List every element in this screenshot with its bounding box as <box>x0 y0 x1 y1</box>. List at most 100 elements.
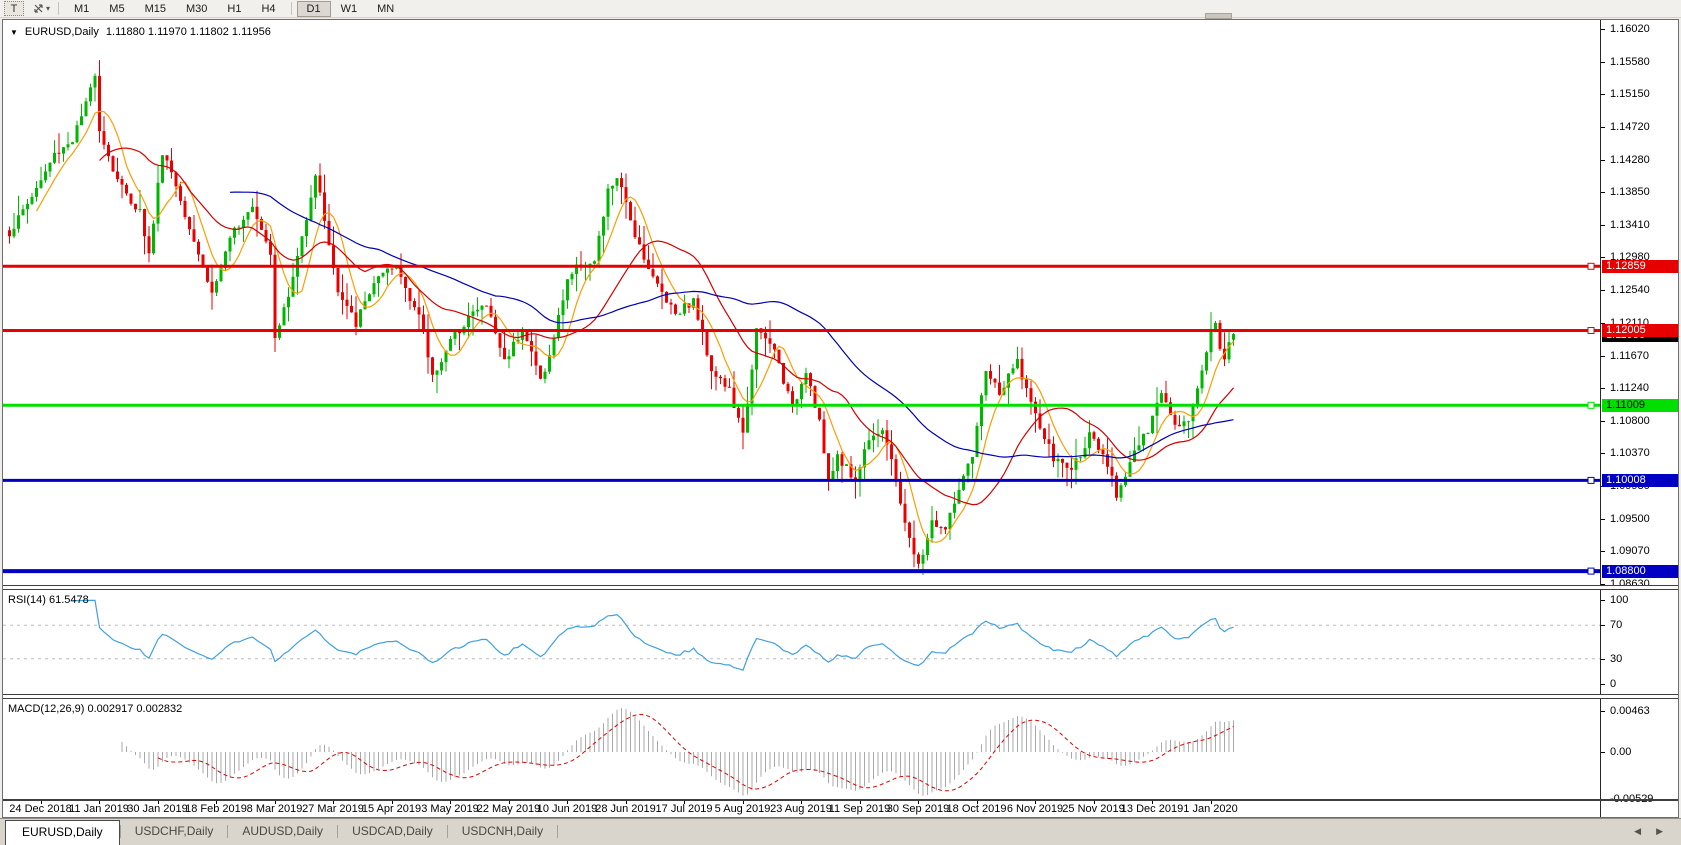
time-tick-mark <box>801 801 802 804</box>
price-tick-label: 1.13410 <box>1610 219 1650 231</box>
date-label: 30 Sep 2019 <box>886 803 950 815</box>
time-tick-mark <box>450 801 451 804</box>
tab-divider <box>119 825 121 838</box>
crosshair-tool-button[interactable]: ▾ <box>30 1 53 16</box>
price-level-tag: 1.08800 <box>1602 564 1678 578</box>
timeframe-d1[interactable]: D1 <box>296 0 331 17</box>
axis-tick-mark <box>1601 518 1605 520</box>
time-tick-mark <box>274 801 276 804</box>
time-tick-mark <box>625 801 627 804</box>
main-chart-panel: ▼ EURUSD,Daily 1.11880 1.11970 1.11802 1… <box>3 20 1600 585</box>
tab-scroll-right-icon[interactable]: ▶ <box>1656 826 1663 836</box>
axis-tick-mark <box>1601 62 1605 63</box>
axis-tick-mark <box>1601 159 1605 161</box>
chart-tab-usdcnh[interactable]: USDCNH,Daily <box>461 824 544 838</box>
time-tick-mark <box>1035 801 1036 804</box>
date-label: 11 Jan 2019 <box>69 803 129 815</box>
price-tick-label: 1.10800 <box>1610 414 1650 427</box>
timeframe-m1[interactable]: M1 <box>64 1 99 17</box>
date-label: 13 Dec 2019 <box>1120 803 1184 815</box>
time-axis-border <box>3 799 1678 801</box>
macd-tick-label: 0.00 <box>1610 746 1632 758</box>
price-tick-label: 1.15580 <box>1610 56 1650 68</box>
candlestick-chart[interactable] <box>3 20 1600 585</box>
up-candle-wicks <box>13 73 1234 575</box>
time-tick-mark <box>684 801 685 804</box>
price-level-tag: 1.12859 <box>1602 259 1678 273</box>
time-tick-mark <box>1210 801 1212 804</box>
time-axis[interactable]: 24 Dec 2018 11 Jan 2019 30 Jan 2019 18 Feb … <box>3 801 1600 817</box>
time-tick-mark <box>742 801 744 804</box>
chart-tab-eurusd[interactable]: EURUSD,Daily <box>5 820 120 845</box>
rsi-panel: RSI(14) 61.5478 <box>3 590 1600 694</box>
axis-tick-mark <box>1601 711 1605 712</box>
axis-tick-mark <box>1601 191 1605 193</box>
price-tick-label: 1.09500 <box>1610 512 1650 525</box>
level-drag-handle[interactable] <box>1587 327 1595 334</box>
text-tool-button[interactable]: T <box>4 1 24 16</box>
date-label: 10 Jun 2019 <box>536 803 598 815</box>
axis-tick-mark <box>1601 257 1605 259</box>
tab-divider <box>227 825 229 838</box>
date-label: 18 Feb 2019 <box>185 803 247 815</box>
axis-tick-mark <box>1601 29 1605 30</box>
date-label: 18 Oct 2019 <box>946 803 1007 815</box>
axis-tick-mark <box>1601 600 1605 601</box>
timeframe-mn[interactable]: MN <box>367 1 404 17</box>
price-tick-label: 1.16020 <box>1610 23 1650 35</box>
axis-tick-mark <box>1601 752 1605 753</box>
macd-panel: MACD(12,26,9) 0.002917 0.002832 <box>3 699 1600 799</box>
time-tick-mark <box>40 801 42 804</box>
price-axis[interactable]: 1.16020 1.15580 1.15150 1.14720 1.14280 1.138… <box>1600 20 1678 817</box>
chart-tab-usdcad[interactable]: USDCAD,Daily <box>352 824 433 838</box>
timeframe-m5[interactable]: M5 <box>99 1 134 17</box>
panel-separator[interactable] <box>3 585 1678 590</box>
time-tick-mark <box>976 801 978 804</box>
axis-tick-mark <box>1601 355 1605 357</box>
timeframe-m15[interactable]: M15 <box>135 1 176 17</box>
date-label: 3 May 2019 <box>421 803 479 815</box>
timeframe-w1[interactable]: W1 <box>331 1 368 17</box>
time-tick-mark <box>333 801 334 804</box>
toolbar-separator <box>58 2 60 15</box>
top-toolbar: T ▾ M1 M5 M15 M30 H1 H4 D1 W1 MN <box>0 0 1681 19</box>
date-label: 17 Jul 2019 <box>655 803 713 815</box>
tab-scroll-left-icon[interactable]: ◀ <box>1634 826 1642 836</box>
macd-tick-label: -0.00529 <box>1610 793 1653 805</box>
level-drag-handle[interactable] <box>1587 567 1595 575</box>
time-tick-mark <box>391 801 393 804</box>
collapse-chart-icon[interactable]: ▼ <box>10 27 18 37</box>
panel-separator[interactable] <box>3 694 1678 699</box>
up-candle-bodies <box>12 75 1235 564</box>
timeframe-h1[interactable]: H1 <box>217 1 251 17</box>
chart-window: ▼ EURUSD,Daily 1.11880 1.11970 1.11802 1… <box>2 19 1679 818</box>
date-label: 22 May 2019 <box>476 803 541 815</box>
axis-tick-mark <box>1601 322 1605 324</box>
chart-tab-audusd[interactable]: AUDUSD,Daily <box>242 824 324 838</box>
price-tick-label: 1.12540 <box>1610 284 1650 297</box>
date-label: 6 Nov 2019 <box>1006 803 1064 815</box>
price-tick-label: 1.09070 <box>1610 544 1650 557</box>
tab-divider <box>337 825 339 838</box>
level-drag-handle[interactable] <box>1587 262 1595 270</box>
chart-hscroll-thumb[interactable] <box>1205 13 1232 19</box>
chart-header: ▼ EURUSD,Daily 1.11880 1.11970 1.11802 1… <box>10 26 271 38</box>
level-drag-handle[interactable] <box>1587 476 1595 484</box>
rsi-line <box>72 599 1234 671</box>
move-arrows-icon <box>34 4 43 13</box>
timeframe-h4[interactable]: H4 <box>251 1 285 17</box>
level-drag-handle[interactable] <box>1587 401 1595 409</box>
axis-tick-mark <box>1601 225 1605 226</box>
date-label: 11 Sep 2019 <box>828 803 891 815</box>
macd-indicator-chart[interactable] <box>3 699 1600 799</box>
time-tick-mark <box>567 801 568 804</box>
chart-tab-usdchf[interactable]: USDCHF,Daily <box>134 824 214 838</box>
price-level-tag: 1.11009 <box>1602 398 1678 412</box>
chart-tabs: EURUSD,Daily USDCHF,Daily AUDUSD,Daily USDC… <box>5 819 559 845</box>
rsi-indicator-chart[interactable] <box>3 590 1600 694</box>
timeframe-m30[interactable]: M30 <box>176 1 217 17</box>
down-candle-wicks <box>9 60 1225 569</box>
macd-histogram <box>121 708 1234 796</box>
time-tick-mark <box>918 801 919 804</box>
date-label: 28 Jun 2019 <box>595 803 656 815</box>
